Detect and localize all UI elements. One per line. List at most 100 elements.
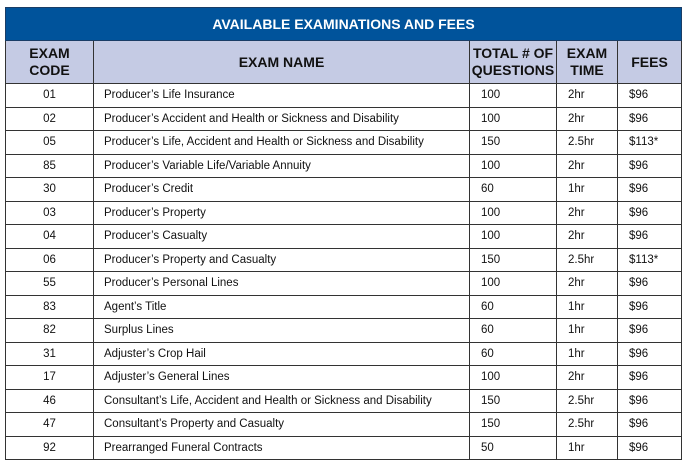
header-exam-name: EXAM NAME — [93, 40, 470, 84]
table-row: 47 Consultant’s Property and Casualty 150 2… — [5, 412, 683, 437]
questions-cell: 100 — [469, 200, 557, 225]
exam-name-cell: Producer’s Accident and Health or Sickne… — [93, 106, 470, 131]
questions-cell: 150 — [469, 412, 557, 437]
header-text: TOTAL # OF — [472, 45, 554, 61]
exam-name-cell: Producer’s Property — [93, 200, 470, 225]
exam-code-cell: 30 — [5, 177, 94, 202]
exam-time-cell: 2hr — [556, 153, 618, 178]
exam-name-cell: Producer’s Personal Lines — [93, 271, 470, 296]
exam-time-cell: 2.5hr — [556, 130, 618, 155]
exam-code-cell: 17 — [5, 365, 94, 390]
exam-name-cell: Producer’s Credit — [93, 177, 470, 202]
exam-time-cell: 2hr — [556, 106, 618, 131]
questions-cell: 60 — [469, 318, 557, 343]
exam-name-cell: Producer’s Variable Life/Variable Annuit… — [93, 153, 470, 178]
header-text: EXAM — [29, 45, 70, 61]
questions-cell: 60 — [469, 294, 557, 319]
fee-cell: $96 — [616, 106, 683, 131]
table-row: 83 Agent’s Title 60 1hr $96 — [5, 294, 683, 319]
header-text: EXAM — [566, 45, 608, 61]
exam-time-cell: 1hr — [556, 294, 618, 319]
fee-cell: $96 — [616, 435, 683, 460]
fee-cell: $96 — [616, 177, 683, 202]
table-row: 01 Producer’s Life Insurance 100 2hr $96 — [5, 83, 683, 108]
exam-code-cell: 03 — [5, 200, 94, 225]
exam-time-cell: 2.5hr — [556, 412, 618, 437]
exam-code-cell: 01 — [5, 83, 94, 108]
questions-cell: 150 — [469, 247, 557, 272]
exam-code-cell: 83 — [5, 294, 94, 319]
exam-time-cell: 2hr — [556, 271, 618, 296]
table-row: 05 Producer’s Life, Accident and Health o… — [5, 130, 683, 155]
questions-cell: 50 — [469, 435, 557, 460]
table-row: 30 Producer’s Credit 60 1hr $96 — [5, 177, 683, 202]
exam-name-cell: Consultant’s Life, Accident and Health o… — [93, 388, 470, 413]
questions-cell: 100 — [469, 224, 557, 249]
table-row: 92 Prearranged Funeral Contracts 50 1hr $96 — [5, 435, 683, 460]
table-row: 04 Producer’s Casualty 100 2hr $96 — [5, 224, 683, 249]
fee-cell: $96 — [616, 412, 683, 437]
fee-cell: $96 — [616, 153, 683, 178]
exam-name-cell: Adjuster’s Crop Hail — [93, 341, 470, 366]
fee-cell: $96 — [616, 271, 683, 296]
exam-code-cell: 31 — [5, 341, 94, 366]
header-text: CODE — [29, 62, 70, 78]
header-exam-code: EXAM CODE — [5, 40, 94, 84]
table-row: 55 Producer’s Personal Lines 100 2hr $96 — [5, 271, 683, 296]
exam-time-cell: 2hr — [556, 83, 618, 108]
exam-fees-table: AVAILABLE EXAMINATIONS AND FEES EXAM CODE… — [4, 7, 683, 460]
questions-cell: 100 — [469, 153, 557, 178]
questions-cell: 100 — [469, 83, 557, 108]
header-text: TIME — [570, 62, 604, 78]
questions-cell: 150 — [469, 388, 557, 413]
exam-name-cell: Surplus Lines — [93, 318, 470, 343]
fee-cell: $96 — [616, 318, 683, 343]
exam-name-cell: Producer’s Property and Casualty — [93, 247, 470, 272]
exam-code-cell: 46 — [5, 388, 94, 413]
exam-time-cell: 2hr — [556, 365, 618, 390]
header-text: QUESTIONS — [471, 62, 555, 78]
table-row: 85 Producer’s Variable Life/Variable Annu… — [5, 153, 683, 178]
questions-cell: 60 — [469, 177, 557, 202]
header-exam-time: EXAM TIME — [556, 40, 618, 84]
table-row: 17 Adjuster’s General Lines 100 2hr $96 — [5, 365, 683, 390]
table-row: 02 Producer’s Accident and Health or Sick… — [5, 106, 683, 131]
table-row: 46 Consultant’s Life, Accident and Health… — [5, 388, 683, 413]
exam-name-cell: Agent’s Title — [93, 294, 470, 319]
exam-time-cell: 1hr — [556, 435, 618, 460]
exam-code-cell: 47 — [5, 412, 94, 437]
fee-cell: $96 — [616, 365, 683, 390]
exam-code-cell: 05 — [5, 130, 94, 155]
fee-cell: $113* — [616, 130, 683, 155]
fee-cell: $96 — [616, 294, 683, 319]
header-total-questions: TOTAL # OF QUESTIONS — [469, 40, 557, 84]
exam-time-cell: 2.5hr — [556, 247, 618, 272]
fee-cell: $96 — [616, 388, 683, 413]
questions-cell: 100 — [469, 365, 557, 390]
questions-cell: 100 — [469, 271, 557, 296]
exam-code-cell: 82 — [5, 318, 94, 343]
exam-time-cell: 1hr — [556, 318, 618, 343]
fee-cell: $96 — [616, 83, 683, 108]
exam-name-cell: Consultant’s Property and Casualty — [93, 412, 470, 437]
exam-name-cell: Producer’s Casualty — [93, 224, 470, 249]
fee-cell: $113* — [616, 247, 683, 272]
questions-cell: 100 — [469, 106, 557, 131]
table-title: AVAILABLE EXAMINATIONS AND FEES — [4, 7, 683, 41]
exam-name-cell: Producer’s Life, Accident and Health or … — [93, 130, 470, 155]
exam-name-cell: Prearranged Funeral Contracts — [93, 435, 470, 460]
exam-code-cell: 55 — [5, 271, 94, 296]
questions-cell: 150 — [469, 130, 557, 155]
header-fees: FEES — [616, 40, 683, 84]
fee-cell: $96 — [616, 200, 683, 225]
exam-time-cell: 2hr — [556, 224, 618, 249]
table-row: 31 Adjuster’s Crop Hail 60 1hr $96 — [5, 341, 683, 366]
questions-cell: 60 — [469, 341, 557, 366]
table-row: 06 Producer’s Property and Casualty 150 2.5… — [5, 247, 683, 272]
exam-name-cell: Adjuster’s General Lines — [93, 365, 470, 390]
exam-time-cell: 2hr — [556, 200, 618, 225]
exam-name-cell: Producer’s Life Insurance — [93, 83, 470, 108]
exam-time-cell: 2.5hr — [556, 388, 618, 413]
fee-cell: $96 — [616, 224, 683, 249]
table-row: 03 Producer’s Property 100 2hr $96 — [5, 200, 683, 225]
